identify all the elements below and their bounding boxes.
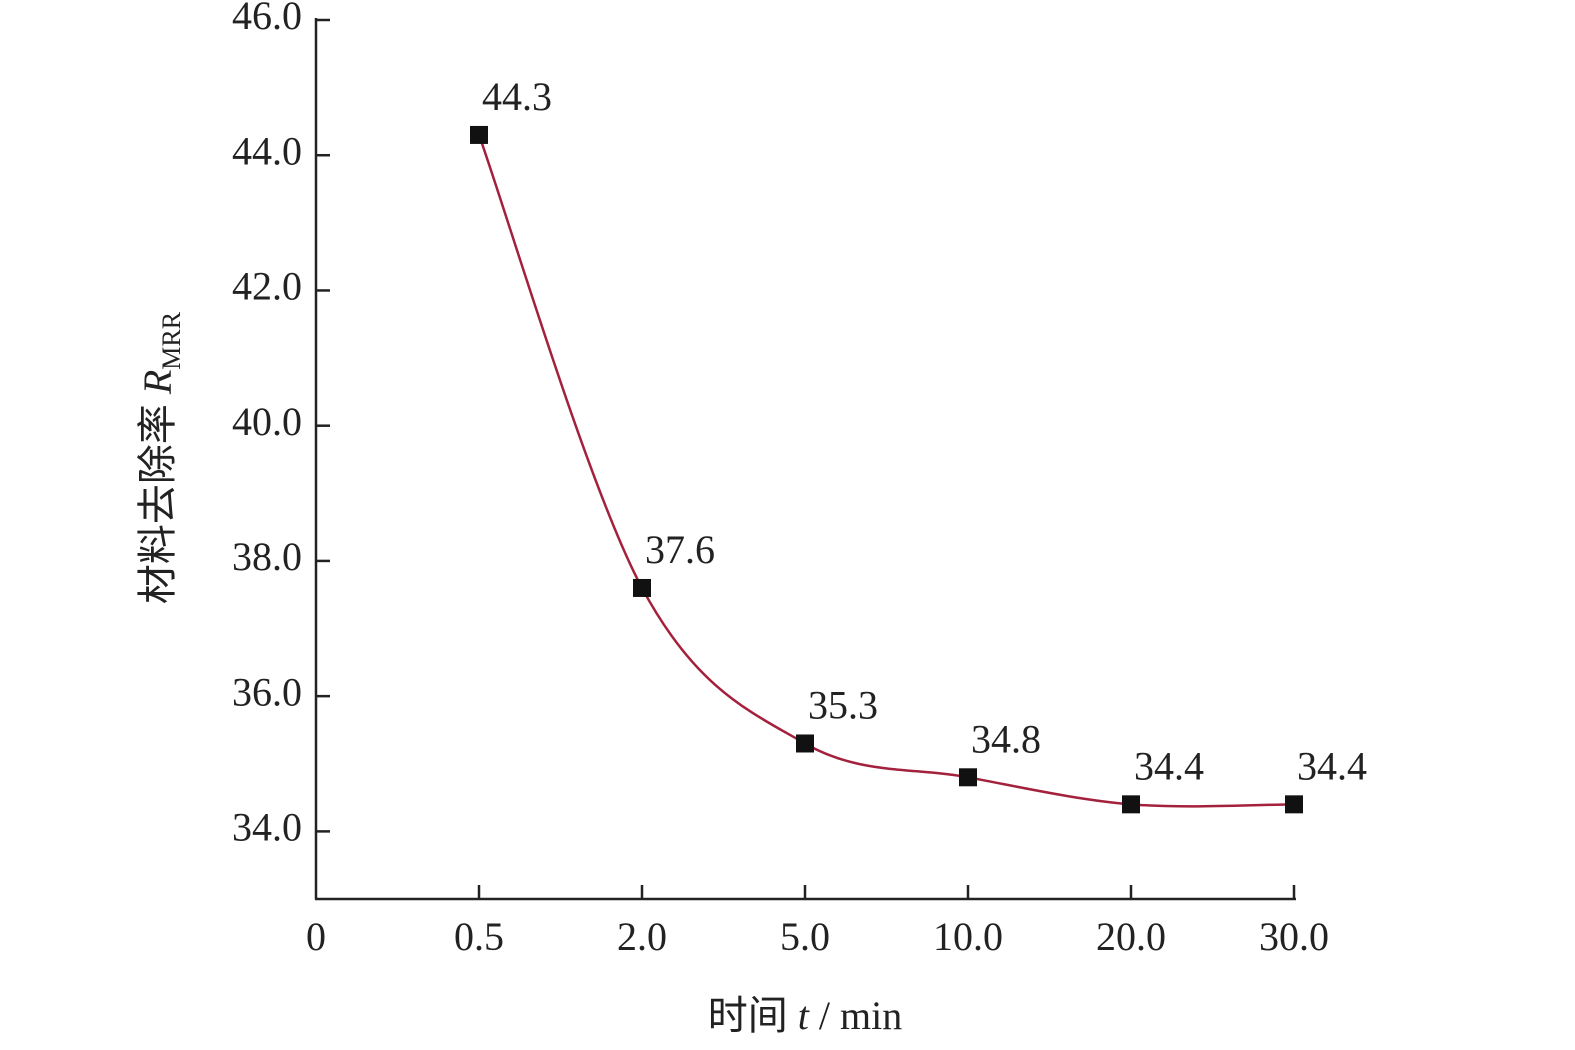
marker (1285, 795, 1303, 814)
data-label: 34.4 (1297, 744, 1367, 789)
y-tick-label: 46.0 (232, 0, 302, 38)
y-tick-label: 34.0 (232, 805, 302, 850)
y-tick-label: 40.0 (232, 399, 302, 444)
data-label: 34.4 (1134, 744, 1204, 789)
marker (1122, 795, 1140, 814)
data-label: 35.3 (808, 683, 878, 728)
y-tick-label: 44.0 (232, 128, 302, 173)
marker (959, 768, 977, 787)
data-label: 34.8 (971, 716, 1041, 761)
marker (796, 734, 814, 753)
x-tick-label: 10.0 (933, 914, 1003, 959)
y-tick-label: 42.0 (232, 264, 302, 309)
line (477, 134, 1295, 808)
x-tick-label: 0.5 (454, 914, 504, 959)
marker (470, 125, 488, 144)
x-tick-label: 5.0 (780, 914, 830, 959)
x-tick-label: 30.0 (1259, 914, 1329, 959)
y-tick-label: 38.0 (232, 534, 302, 579)
x-tick-label: 0 (306, 914, 326, 959)
x-tick-label: 20.0 (1096, 914, 1166, 959)
y-tick-label: 36.0 (232, 669, 302, 714)
data-label: 44.3 (482, 74, 552, 119)
x-axis-label: 时间 t / min (708, 993, 902, 1038)
y-axis-label: 材料去除率 RMRR (135, 311, 186, 604)
marker (633, 578, 651, 597)
data-label: 37.6 (645, 527, 715, 572)
x-tick-label: 2.0 (617, 914, 667, 959)
